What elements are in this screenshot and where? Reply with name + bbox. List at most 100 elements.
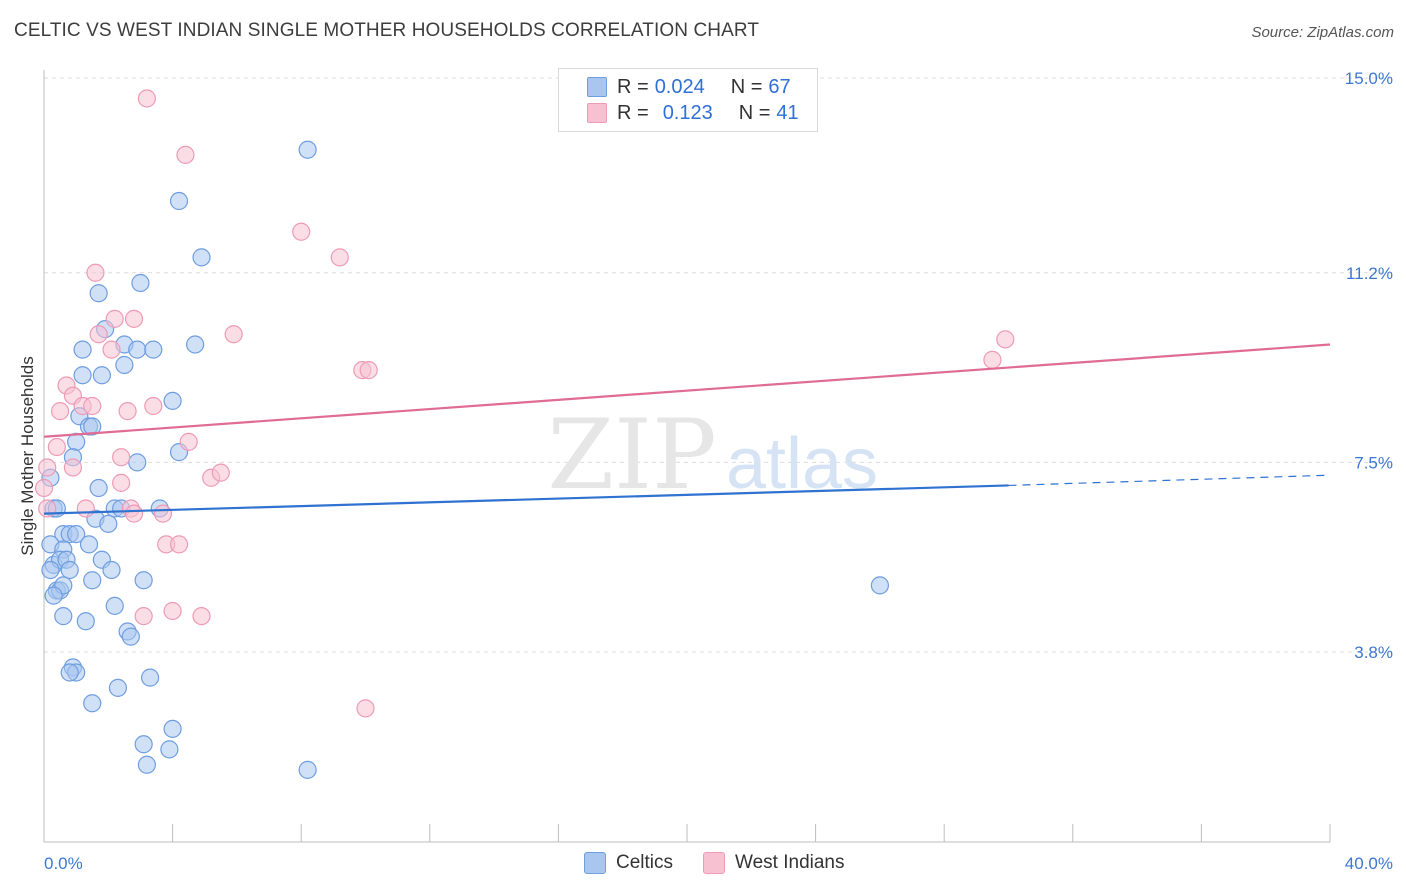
bottom-legend-label: Celtics: [616, 852, 674, 873]
westindians-point: [112, 473, 131, 492]
celtics-swatch: [587, 77, 607, 97]
westindians-point: [105, 309, 124, 328]
celtics-point: [73, 340, 92, 359]
westindians-point: [89, 325, 108, 344]
celtics-point: [115, 355, 134, 375]
celtics-point: [108, 678, 128, 697]
westindians-point: [124, 504, 144, 523]
bottom-legend: Celtics West Indians: [584, 852, 875, 874]
celtics-point: [99, 514, 118, 533]
celtics-point: [76, 612, 95, 631]
celtics-swatch: [584, 852, 606, 874]
celtics-point: [83, 417, 102, 436]
celtics-point: [89, 284, 108, 303]
bottom-legend-label: West Indians: [735, 852, 845, 873]
westindians-point: [359, 361, 378, 380]
celtics-point: [128, 340, 147, 359]
westindians-point: [356, 699, 375, 718]
westindians-point: [224, 325, 243, 344]
celtics-point: [121, 627, 140, 646]
celtics-point: [89, 478, 108, 498]
westindians-point: [983, 350, 1002, 369]
celtics-point: [60, 663, 79, 682]
celtics-point: [144, 340, 163, 359]
y-tick-label: 11.2%: [1346, 264, 1393, 283]
westindians-point: [134, 607, 153, 626]
westindians-point: [144, 396, 163, 416]
westindians-trend-line: [43, 343, 1331, 438]
celtics-point: [105, 596, 124, 615]
celtics-point: [79, 535, 99, 554]
westindians-point: [63, 458, 83, 477]
legend-n-value: 41: [776, 101, 799, 124]
celtics-trend-line: [43, 484, 1009, 515]
watermark-zip: ZIP: [547, 399, 716, 511]
westindians-point: [211, 463, 230, 482]
grid-lines: [44, 77, 1392, 653]
legend-n-label: N =: [730, 75, 763, 98]
y-tick-label: 3.8%: [1354, 643, 1393, 662]
westindians-point: [179, 432, 198, 451]
tick-labels: 3.8% 7.5% 11.2% 15.0% 0.0% 40.0%: [44, 69, 1393, 873]
y-tick-label: 7.5%: [1354, 453, 1393, 472]
bottom-legend-westindians[interactable]: West Indians: [703, 852, 845, 874]
legend-r-value: 0.024: [654, 75, 705, 98]
westindians-point: [192, 607, 211, 626]
celtics-point: [160, 740, 179, 759]
westindians-swatch: [587, 103, 607, 123]
westindians-point: [330, 248, 349, 267]
celtics-point: [192, 248, 211, 267]
x-tick-label: 40.0%: [1345, 854, 1393, 873]
legend-r-label: R =: [617, 101, 649, 124]
bottom-legend-celtics[interactable]: Celtics: [584, 852, 673, 874]
westindians-point: [137, 89, 156, 108]
legend-n-value: 67: [768, 75, 791, 98]
celtics-point: [83, 571, 102, 590]
celtics-point: [73, 366, 92, 385]
legend-row-celtics: R = 0.024 N = 67: [587, 75, 791, 99]
legend-r-label: R =: [617, 75, 649, 98]
chart-title: CELTIC VS WEST INDIAN SINGLE MOTHER HOUS…: [14, 20, 760, 41]
legend-n-label: N =: [738, 101, 771, 124]
legend-r-value: 0.123: [662, 101, 713, 124]
y-tick-label: 15.0%: [1345, 69, 1393, 88]
celtics-point: [169, 191, 189, 211]
celtics-point: [134, 571, 153, 590]
celtics-points: [41, 140, 890, 779]
westindians-point: [292, 222, 311, 241]
celtics-point: [41, 560, 60, 580]
legend-row-westindians: R = 0.123 N = 41: [587, 101, 799, 125]
westindians-point: [83, 396, 102, 416]
axes: [43, 70, 1331, 843]
celtics-point: [54, 607, 73, 626]
westindians-swatch: [703, 852, 726, 874]
westindians-point: [34, 478, 54, 498]
chart-source: Source: ZipAtlas.com: [1251, 24, 1394, 41]
celtics-point: [137, 755, 156, 774]
celtics-point: [102, 560, 121, 580]
westindians-point: [86, 263, 105, 282]
celtics-point: [128, 453, 147, 472]
westindians-point: [47, 437, 66, 457]
westindians-point: [124, 309, 144, 328]
celtics-point: [60, 560, 79, 580]
celtics-point: [44, 586, 63, 605]
celtics-point: [298, 140, 317, 159]
celtics-point: [186, 335, 205, 354]
celtics-point: [140, 668, 160, 687]
x-tick-label: 0.0%: [44, 854, 83, 873]
celtics-point: [163, 719, 182, 738]
westindians-point: [50, 402, 70, 421]
celtics-point: [131, 273, 150, 293]
westindians-point: [153, 504, 173, 523]
celtics-trend-extension: [1008, 474, 1331, 487]
westindians-point: [163, 601, 182, 621]
westindians-points: [34, 89, 1015, 718]
westindians-point: [118, 402, 137, 421]
westindians-point: [176, 145, 195, 164]
westindians-point: [996, 330, 1015, 349]
celtics-point: [92, 366, 111, 385]
stats-legend: R = 0.024 N = 67 R = 0.123 N = 41: [558, 68, 818, 132]
westindians-point: [102, 340, 121, 359]
